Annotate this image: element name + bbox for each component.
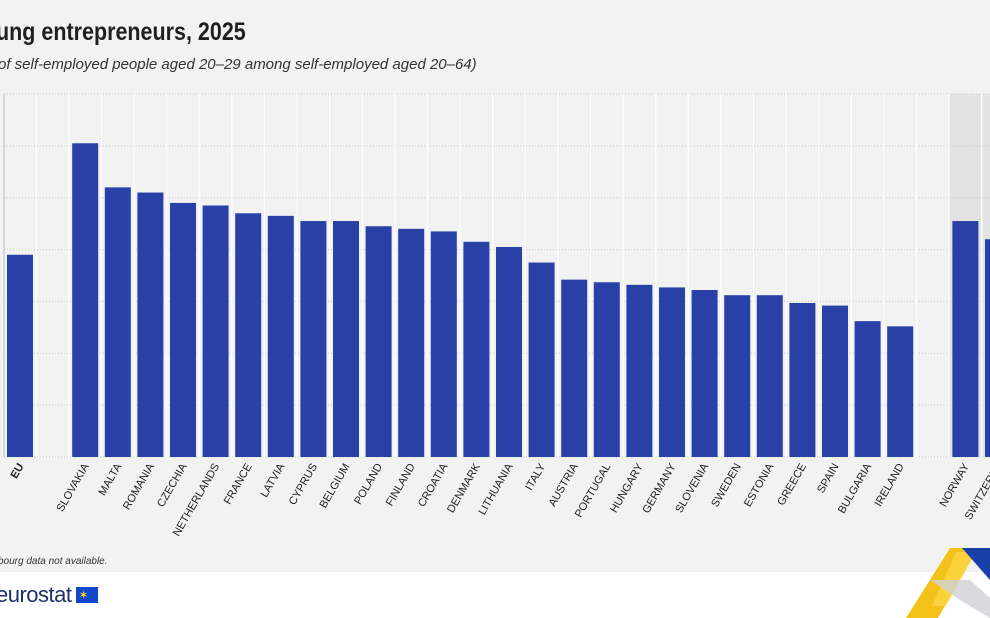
tick-label-poland: POLAND — [352, 461, 385, 506]
tick-label-spain: SPAIN — [815, 461, 842, 495]
tick-label-romania: ROMANIA — [121, 461, 157, 512]
tick-label-austria: AUSTRIA — [547, 461, 582, 509]
bar-norway — [952, 221, 979, 457]
tick-label-latvia: LATVIA — [258, 461, 287, 500]
bar-czechia — [170, 202, 196, 457]
bar-malta — [104, 187, 131, 458]
tick-label-finland: FINLAND — [384, 461, 418, 508]
tick-label-eu: EU — [9, 461, 27, 480]
bar-finland — [398, 228, 425, 457]
bar-latvia — [267, 215, 294, 457]
tick-label-france: FRANCE — [222, 462, 255, 507]
bar-spain — [822, 305, 848, 457]
bar-portugal — [593, 282, 620, 457]
bar-ireland — [887, 326, 914, 457]
tick-label-czechia: CZECHIA — [155, 461, 190, 509]
bar-belgium — [333, 221, 359, 457]
tick-label-italy: ITALY — [523, 461, 548, 493]
chart-title: ung entrepreneurs, 2025 — [0, 18, 246, 46]
footnote: bourg data not available. — [0, 556, 108, 567]
tick-label-norway: NORWAY — [938, 461, 973, 509]
bar-italy — [528, 262, 555, 457]
tick-label-slovenia: SLOVENIA — [673, 461, 711, 515]
bar-netherlands — [202, 205, 229, 457]
tick-label-bulgaria: BULGARIA — [836, 461, 875, 516]
bar-lithuania — [496, 246, 522, 457]
tick-label-estonia: ESTONIA — [742, 461, 777, 509]
bar-romania — [137, 192, 164, 457]
bar-chart: EU SLOVAKIA MALTAROMANIACZECHIANETHERLANDS… — [3, 93, 990, 538]
bar-slovenia — [691, 290, 718, 457]
tick-label-lithuania: LITHUANIA — [476, 461, 515, 517]
tick-label-ireland: IRELAND — [873, 461, 907, 508]
chart-subtitle: of self-employed people aged 20–29 among… — [0, 56, 477, 73]
tick-label-sweden: SWEDEN — [709, 461, 744, 509]
eurostat-logo: eurostat ✶ — [0, 582, 98, 608]
tick-label-slovakia: SLOVAKIA — [55, 461, 93, 514]
tick-label-malta: MALTA — [96, 461, 124, 498]
bar-hungary — [626, 284, 653, 457]
bar-france — [235, 213, 262, 457]
tick-label-denmark: DENMARK — [445, 461, 483, 515]
corner-decoration-icon — [906, 548, 990, 618]
bar-denmark — [463, 241, 490, 457]
bar-estonia — [756, 295, 783, 457]
chart-panel — [0, 0, 990, 572]
bar-croatia — [430, 231, 457, 457]
logo-text: eurostat — [0, 582, 72, 607]
bar-poland — [365, 226, 392, 457]
tick-label-croatia: CROATIA — [416, 461, 451, 509]
eu-flag-icon: ✶ — [75, 587, 98, 603]
bar-germany — [659, 287, 685, 457]
bar-switzerland — [985, 239, 990, 457]
tick-label-cyprus: CYPRUS — [287, 462, 320, 508]
bar-greece — [789, 302, 816, 457]
tick-label-hungary: HUNGARY — [608, 461, 646, 515]
bar-slovakia — [72, 143, 99, 457]
bar-eu — [7, 254, 33, 457]
bar-austria — [561, 279, 588, 457]
tick-label-greece: GREECE — [775, 462, 809, 508]
bar-sweden — [724, 295, 751, 457]
bar-cyprus — [300, 221, 327, 457]
tick-label-belgium: BELGIUM — [317, 462, 352, 511]
bar-bulgaria — [854, 321, 881, 457]
